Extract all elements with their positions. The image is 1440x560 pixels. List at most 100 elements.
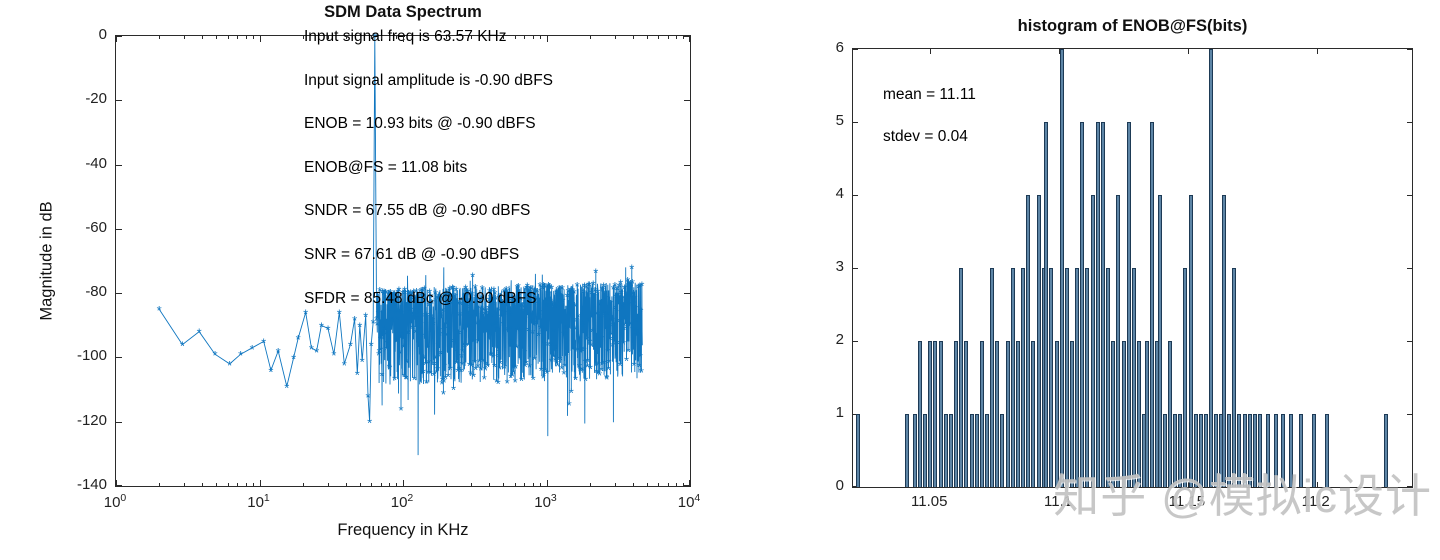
svg-text:*: * (528, 308, 533, 323)
axis-tick (489, 36, 490, 39)
svg-text:*: * (386, 305, 391, 320)
svg-text:*: * (443, 371, 448, 386)
spectrum-x-tick-label: 101 (247, 492, 270, 511)
axis-tick (116, 36, 117, 42)
svg-text:*: * (469, 359, 474, 374)
svg-text:*: * (599, 332, 604, 347)
svg-text:*: * (436, 339, 441, 354)
svg-text:*: * (456, 297, 461, 312)
svg-text:*: * (539, 324, 544, 339)
svg-text:*: * (436, 349, 441, 364)
histogram-bar (1090, 195, 1095, 487)
svg-text:*: * (634, 315, 639, 330)
histogram-bar (1227, 414, 1232, 487)
svg-text:*: * (309, 342, 314, 357)
svg-text:*: * (391, 288, 396, 303)
svg-text:*: * (505, 376, 510, 391)
svg-text:*: * (405, 326, 410, 341)
svg-text:*: * (444, 288, 449, 303)
svg-text:*: * (537, 306, 542, 321)
svg-text:*: * (461, 338, 466, 353)
svg-text:*: * (389, 313, 394, 328)
axis-tick (684, 485, 690, 486)
svg-text:*: * (582, 280, 587, 295)
svg-text:*: * (467, 300, 472, 315)
svg-text:*: * (600, 284, 605, 299)
svg-text:*: * (399, 306, 404, 321)
svg-text:*: * (472, 356, 477, 371)
svg-text:*: * (526, 310, 531, 325)
axis-tick (159, 36, 160, 39)
svg-text:*: * (449, 335, 454, 350)
svg-text:*: * (487, 285, 492, 300)
axis-tick (237, 36, 238, 39)
svg-text:*: * (637, 360, 642, 375)
svg-text:*: * (608, 333, 613, 348)
svg-text:*: * (504, 285, 509, 300)
histogram-bar (1111, 341, 1116, 487)
svg-text:*: * (395, 286, 400, 301)
svg-text:*: * (530, 326, 535, 341)
svg-text:*: * (319, 319, 324, 334)
svg-text:*: * (337, 306, 342, 321)
svg-text:*: * (464, 290, 469, 305)
svg-text:*: * (431, 369, 436, 384)
histogram-bar (1075, 268, 1080, 487)
svg-text:*: * (575, 343, 580, 358)
axis-tick (446, 483, 447, 486)
svg-text:*: * (627, 298, 632, 313)
svg-text:*: * (493, 292, 498, 307)
svg-text:*: * (466, 320, 471, 335)
svg-text:*: * (562, 360, 567, 375)
axis-tick (381, 483, 382, 486)
axis-tick (396, 36, 397, 39)
svg-text:*: * (498, 303, 503, 318)
axis-tick (303, 483, 304, 486)
svg-text:*: * (580, 317, 585, 332)
svg-text:*: * (523, 360, 528, 375)
svg-text:*: * (380, 327, 385, 342)
svg-text:*: * (606, 363, 611, 378)
axis-tick (547, 36, 548, 42)
svg-text:*: * (491, 351, 496, 366)
svg-text:*: * (527, 360, 532, 375)
svg-text:*: * (554, 286, 559, 301)
axis-tick (216, 36, 217, 39)
svg-text:*: * (602, 310, 607, 325)
svg-text:*: * (381, 285, 386, 300)
svg-text:*: * (631, 358, 636, 373)
svg-text:*: * (379, 368, 384, 383)
svg-text:*: * (387, 361, 392, 376)
histogram-y-tick-label: 4 (835, 185, 844, 202)
svg-text:*: * (409, 292, 414, 307)
svg-text:*: * (557, 282, 562, 297)
svg-text:*: * (424, 309, 429, 324)
svg-text:*: * (505, 323, 510, 338)
svg-text:*: * (631, 287, 636, 302)
svg-text:*: * (465, 307, 470, 322)
axis-tick (216, 483, 217, 486)
axis-tick (346, 36, 347, 39)
svg-text:*: * (430, 312, 435, 327)
svg-text:*: * (626, 276, 631, 291)
histogram-bar (995, 341, 1000, 487)
axis-tick (246, 36, 247, 39)
svg-text:*: * (601, 280, 606, 295)
svg-text:*: * (416, 300, 421, 315)
svg-text:*: * (385, 337, 390, 352)
svg-text:*: * (412, 309, 417, 324)
axis-tick (658, 483, 659, 486)
svg-text:*: * (482, 372, 487, 387)
axis-tick (533, 483, 534, 486)
svg-text:*: * (387, 362, 392, 377)
axis-tick (202, 36, 203, 39)
svg-text:*: * (492, 287, 497, 302)
svg-text:*: * (567, 290, 572, 305)
histogram-bar (1312, 414, 1317, 487)
svg-text:*: * (537, 279, 542, 294)
svg-text:*: * (415, 312, 420, 327)
svg-text:*: * (458, 298, 463, 313)
svg-text:*: * (527, 295, 532, 310)
histogram-bar (1242, 414, 1247, 487)
svg-text:*: * (491, 284, 496, 299)
